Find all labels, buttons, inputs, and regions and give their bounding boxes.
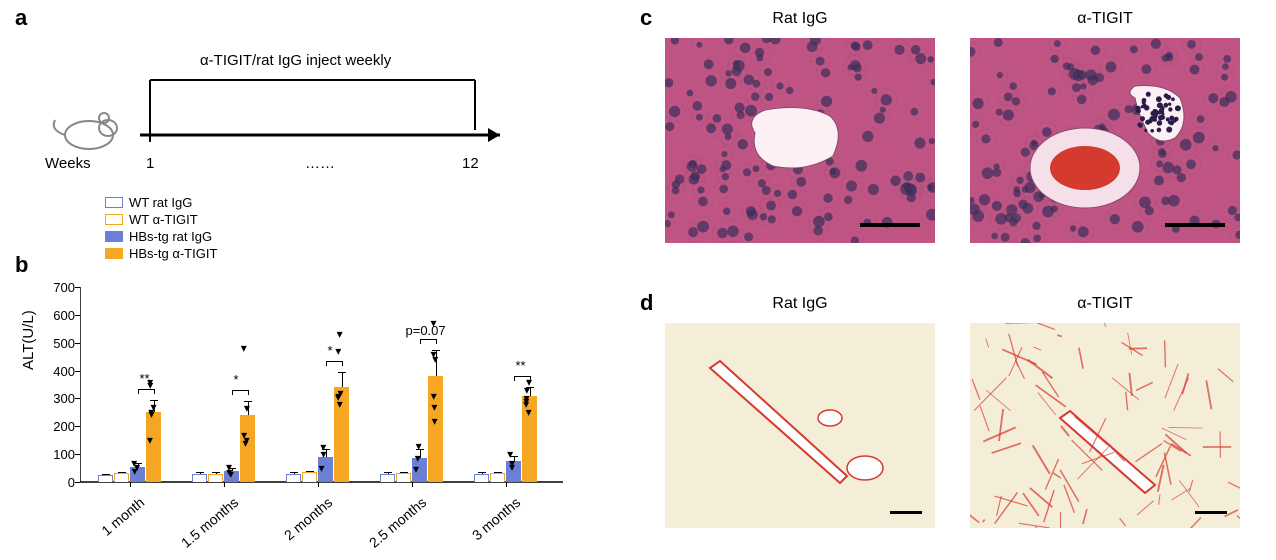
significance-label: * [234,372,239,387]
weeks-label: Weeks [45,155,91,172]
chart-area: ▾▾▾▾▾▾▾▾▾1 month▾▾▾▾▾▾▾▾1.5 months▾▾▾▾▾▾… [80,287,565,482]
panel-b-chart: WT rat IgG WT α-TIGIT HBs-tg rat IgG HBs-tg… [15,195,575,555]
sirius-right-title: α-TIGIT [970,295,1240,313]
start-week: 1 [146,155,154,172]
x-tick: 1.5 months [176,494,241,553]
scatter-point: ▾ [432,415,438,427]
timeline-arrow [140,70,520,160]
bar [192,474,207,482]
ellipsis: …… [305,155,335,172]
mouse-icon [45,105,125,155]
chart-legend: WT rat IgG WT α-TIGIT HBs-tg rat IgG HBs-tg… [105,195,217,263]
y-tick: 600 [42,308,75,323]
legend-item: WT rat IgG [105,195,217,210]
scatter-point: ▾ [241,429,247,441]
scatter-point: ▾ [431,390,437,402]
sirius-image-left [665,323,935,528]
sirius-left-title: Rat IgG [665,295,935,313]
scatter-point: ▾ [338,387,344,399]
histo-image-right [970,38,1240,243]
x-tick: 2 months [270,494,335,553]
scatter-point: ▾ [319,462,325,474]
scatter-point: ▾ [415,452,421,464]
y-tick: 200 [42,419,75,434]
scatter-point: ▾ [150,401,156,413]
legend-item: WT α-TIGIT [105,212,217,227]
end-week: 12 [462,155,479,172]
scatter-point: ▾ [241,342,247,354]
histo-left-title: Rat IgG [665,10,935,28]
y-axis-label: ALT(U/L) [20,310,37,370]
legend-item: HBs-tg rat IgG [105,229,217,244]
scale-bar [1165,223,1225,227]
scale-bar [860,223,920,227]
scatter-point: ▾ [431,348,437,360]
histo-right-title: α-TIGIT [970,10,1240,28]
significance-label: ** [516,358,526,373]
bar [98,475,113,482]
scatter-point: ▾ [147,434,153,446]
bar [474,474,489,482]
scatter-point: ▾ [413,463,419,475]
bar [380,474,395,482]
x-tick: 3 months [458,494,523,553]
panel-a-timeline: Weeks α-TIGIT/rat IgG inject weekly 1 ……… [15,10,555,180]
bar [490,473,505,482]
scale-bar [890,511,922,514]
bar [286,474,301,482]
y-tick: 700 [42,280,75,295]
x-tick: 2.5 months [364,494,429,553]
scatter-point: ▾ [226,461,232,473]
scatter-point: ▾ [416,440,422,452]
scatter-point: ▾ [244,402,250,414]
scatter-point: ▾ [507,448,513,460]
scatter-point: ▾ [335,345,341,357]
bar [396,473,411,482]
y-tick: 400 [42,364,75,379]
y-tick: 500 [42,336,75,351]
scatter-point: ▾ [320,441,326,453]
bar [208,474,223,482]
scatter-point: ▾ [337,328,343,340]
x-tick: 1 month [82,494,147,553]
scatter-point: ▾ [131,457,137,469]
y-tick: 100 [42,447,75,462]
panel-c-images: Rat IgG α-TIGIT [640,10,1240,280]
y-tick: 0 [42,475,75,490]
bar [114,473,129,482]
injection-label: α-TIGIT/rat IgG inject weekly [200,52,391,69]
panel-d-images: Rat IgG α-TIGIT [640,295,1240,555]
sirius-image-right [970,323,1240,528]
scale-bar [1195,511,1227,514]
significance-label: * [328,343,333,358]
y-tick: 300 [42,391,75,406]
legend-item: HBs-tg α-TIGIT [105,246,217,261]
significance-label: ** [140,371,150,386]
bar [302,472,317,482]
histo-image-left [665,38,935,243]
significance-label: p=0.07 [406,323,446,338]
bar [146,412,161,482]
